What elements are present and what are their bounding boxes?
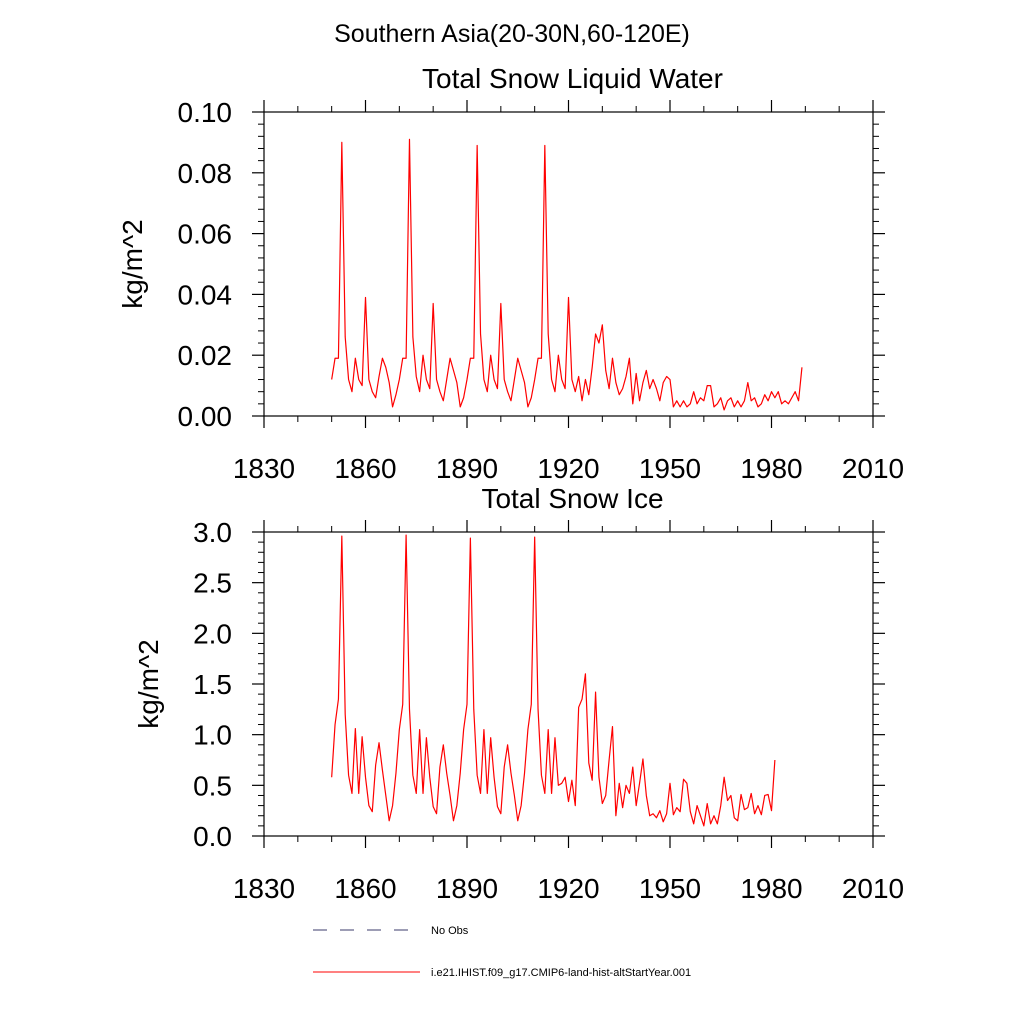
y-axis-label: kg/m^2 <box>133 639 164 728</box>
y-tick-label: 0.0 <box>193 821 232 852</box>
figure-title: Southern Asia(20-30N,60-120E) <box>334 20 690 48</box>
legend: No Obs i.e21.IHIST.f09_g17.CMIP6-land-his… <box>313 925 691 979</box>
series-line <box>331 138 803 411</box>
legend-label: No Obs <box>431 925 469 937</box>
chart-title: Total Snow Ice <box>481 483 663 514</box>
x-tick-label: 1890 <box>436 453 498 484</box>
chart-panel: Total Snow Liquid Water 1830 1860 1890 1920 1… <box>117 63 904 484</box>
x-tick-label: 1950 <box>639 453 701 484</box>
plot-frame <box>263 531 874 837</box>
y-tick-label: 0.5 <box>193 770 232 801</box>
y-axis-label: kg/m^2 <box>117 219 148 308</box>
series-line <box>331 534 776 827</box>
x-tick-label: 1860 <box>334 873 396 904</box>
legend-label: i.e21.IHIST.f09_g17.CMIP6-land-hist-altS… <box>431 967 691 979</box>
chart-panels: Total Snow Liquid Water 1830 1860 1890 1920 1… <box>117 63 904 904</box>
y-tick-label: 2.0 <box>193 618 232 649</box>
x-tick-label: 1830 <box>233 873 295 904</box>
y-tick-label: 0.06 <box>178 219 233 250</box>
x-tick-label: 1920 <box>537 873 599 904</box>
plot-frame <box>263 111 874 417</box>
y-tick-label: 1.0 <box>193 720 232 751</box>
x-tick-label: 1920 <box>537 453 599 484</box>
x-tick-label: 1950 <box>639 873 701 904</box>
y-tick-label: 0.04 <box>178 279 233 310</box>
x-tick-label: 1830 <box>233 453 295 484</box>
y-tick-label: 1.5 <box>193 669 232 700</box>
y-tick-label: 2.5 <box>193 568 232 599</box>
x-tick-label: 1890 <box>436 873 498 904</box>
x-tick-label: 2010 <box>842 453 904 484</box>
x-tick-label: 1980 <box>740 873 802 904</box>
chart-panel: Total Snow Ice 1830 1860 1890 1920 1950 1980 20… <box>133 483 904 904</box>
y-tick-label: 0.00 <box>178 401 233 432</box>
y-tick-label: 0.08 <box>178 158 233 189</box>
y-tick-label: 0.10 <box>178 97 233 128</box>
y-tick-label: 0.02 <box>178 340 233 371</box>
x-tick-label: 1860 <box>334 453 396 484</box>
x-tick-label: 2010 <box>842 873 904 904</box>
x-tick-label: 1980 <box>740 453 802 484</box>
chart-title: Total Snow Liquid Water <box>422 63 723 94</box>
y-tick-label: 3.0 <box>193 517 232 548</box>
